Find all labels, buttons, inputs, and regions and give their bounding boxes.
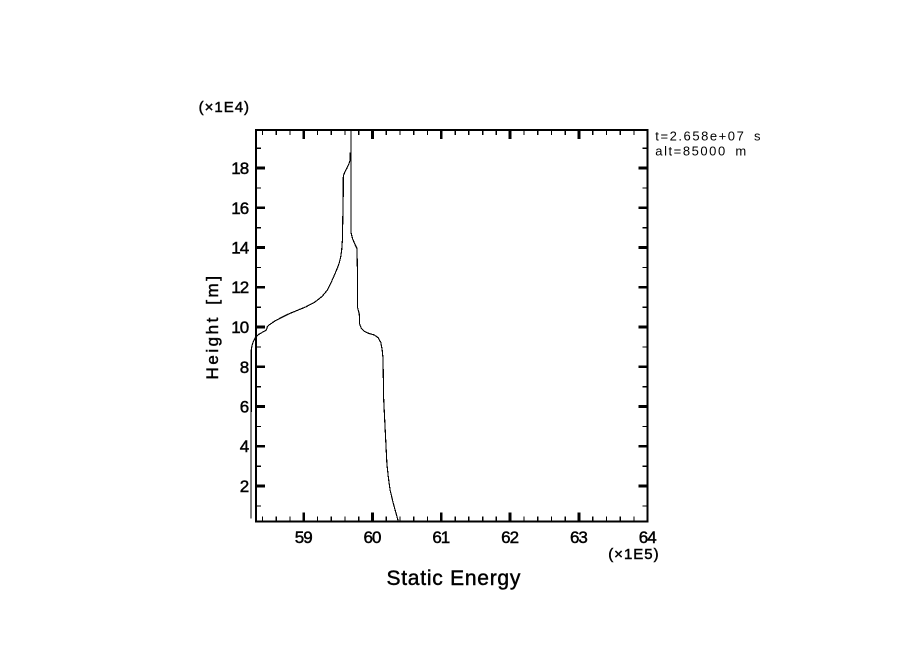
svg-text:(×1E4): (×1E4) bbox=[199, 99, 250, 116]
svg-text:61: 61 bbox=[432, 528, 449, 547]
svg-text:t=2.658e+07 s: t=2.658e+07 s bbox=[655, 129, 762, 144]
svg-text:(×1E5): (×1E5) bbox=[608, 546, 659, 563]
svg-text:alt=85000 m: alt=85000 m bbox=[655, 143, 747, 158]
svg-text:Height [m]: Height [m] bbox=[203, 274, 222, 380]
svg-text:64: 64 bbox=[639, 528, 656, 547]
svg-text:63: 63 bbox=[570, 528, 587, 547]
svg-text:10: 10 bbox=[231, 318, 248, 337]
svg-text:14: 14 bbox=[231, 239, 248, 258]
svg-text:62: 62 bbox=[501, 528, 518, 547]
svg-text:60: 60 bbox=[364, 528, 381, 547]
svg-text:59: 59 bbox=[295, 528, 312, 547]
svg-text:8: 8 bbox=[240, 358, 249, 377]
svg-text:4: 4 bbox=[240, 437, 249, 456]
svg-text:12: 12 bbox=[231, 278, 248, 297]
svg-text:6: 6 bbox=[240, 398, 249, 417]
svg-text:18: 18 bbox=[231, 159, 248, 178]
svg-text:Static Energy: Static Energy bbox=[386, 567, 521, 590]
svg-text:16: 16 bbox=[231, 199, 248, 218]
svg-text:2: 2 bbox=[240, 477, 249, 496]
